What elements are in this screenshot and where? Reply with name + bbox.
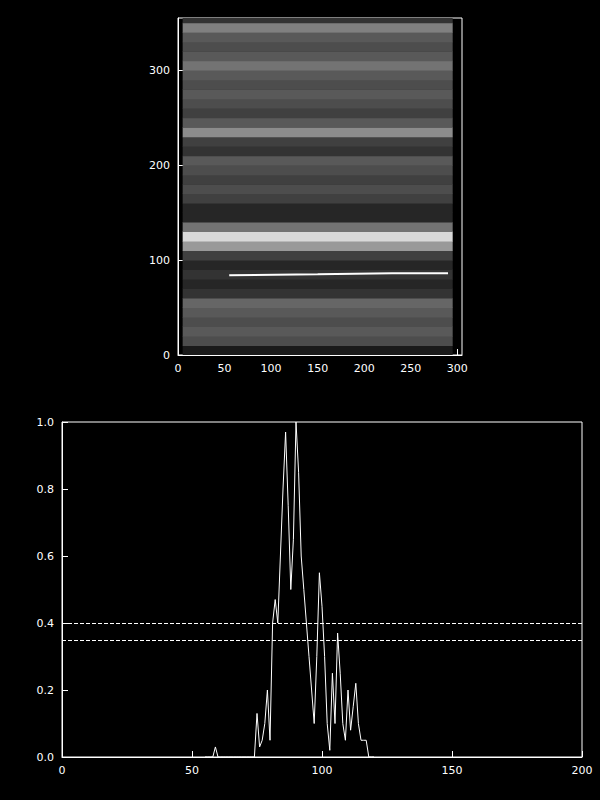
svg-text:150: 150: [307, 362, 328, 375]
svg-text:100: 100: [149, 254, 170, 267]
svg-text:150: 150: [442, 764, 463, 777]
svg-text:100: 100: [261, 362, 282, 375]
svg-text:0.4: 0.4: [37, 617, 55, 630]
svg-text:0: 0: [175, 362, 182, 375]
svg-text:0.2: 0.2: [37, 684, 55, 697]
svg-text:0.6: 0.6: [37, 550, 55, 563]
svg-text:0: 0: [59, 764, 66, 777]
svg-text:50: 50: [218, 362, 232, 375]
svg-text:200: 200: [149, 159, 170, 172]
svg-text:1.0: 1.0: [37, 416, 55, 429]
svg-text:50: 50: [185, 764, 199, 777]
svg-text:0: 0: [163, 349, 170, 362]
svg-text:250: 250: [400, 362, 421, 375]
svg-text:100: 100: [312, 764, 333, 777]
svg-text:200: 200: [354, 362, 375, 375]
svg-text:200: 200: [572, 764, 593, 777]
svg-text:300: 300: [447, 362, 468, 375]
svg-text:300: 300: [149, 64, 170, 77]
svg-text:0.8: 0.8: [37, 483, 55, 496]
svg-text:0.0: 0.0: [37, 751, 55, 764]
